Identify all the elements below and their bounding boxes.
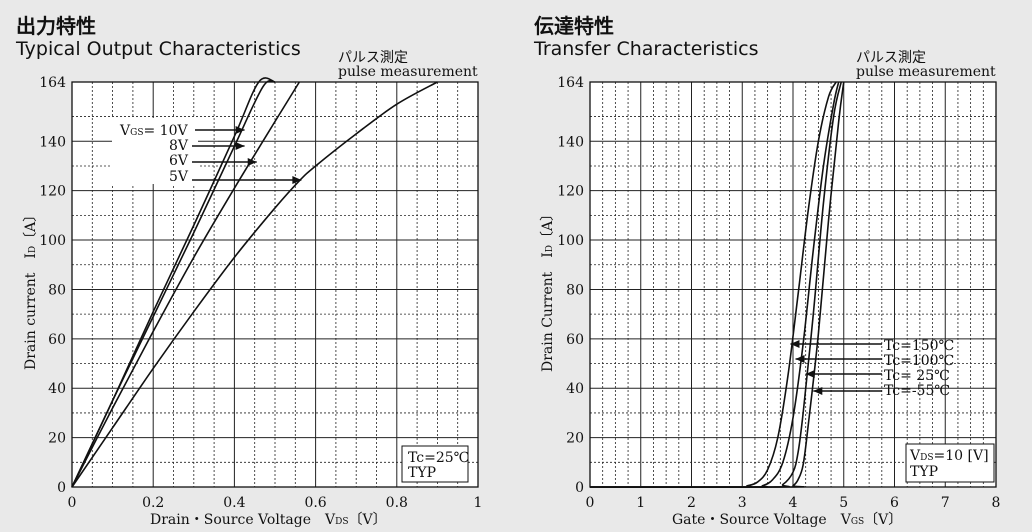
left-curve-1 (71, 79, 276, 488)
left-legend-arrows (192, 126, 302, 184)
left-y-tick-label: 140 (39, 134, 66, 150)
right-legend-label-0: Tc=150℃ (884, 338, 954, 354)
left-arrow-0-head (235, 126, 245, 134)
left-y-tick-label: 60 (48, 332, 66, 348)
right-info-line1: VDS=10 [V] (909, 448, 989, 464)
right-title-en: Transfer Characteristics (534, 38, 759, 60)
right-y-tick-label: 80 (566, 282, 584, 298)
right-x-tick-label: 2 (687, 495, 696, 511)
right-y-tick-label: 120 (557, 184, 584, 200)
right-y-tick-label: 60 (566, 332, 584, 348)
right-info-box (905, 443, 995, 483)
right-note-jp: パルス測定 (856, 50, 926, 66)
right-x-tick-label: 8 (992, 495, 1001, 511)
left-x-tick-label: 0.4 (223, 495, 245, 511)
right-y-tick-label: 20 (566, 431, 584, 447)
left-x-tick-label: 1 (474, 495, 483, 511)
right-x-tick-label: 0 (586, 495, 595, 511)
left-curve-3 (71, 81, 438, 488)
left-y-tick-label: 40 (48, 381, 66, 397)
left-note-jp: パルス測定 (338, 50, 408, 66)
right-y-tick-label: 40 (566, 381, 584, 397)
right-title-jp: 伝達特性 (534, 14, 614, 38)
left-y-tick-label: 164 (39, 75, 66, 91)
left-legend-bg (112, 118, 198, 184)
right-arrow-0-head (790, 340, 800, 348)
left-y-tick-label: 100 (39, 233, 66, 249)
right-info-line2: TYP (910, 464, 938, 480)
right-y-axis-label: Drain Current ID〔A〕 (540, 207, 556, 372)
right-x-tick-label: 7 (941, 495, 950, 511)
right-arrow-2-head (805, 370, 815, 378)
left-y-tick-label: 120 (39, 184, 66, 200)
right-curve-3 (589, 81, 845, 488)
left-title-jp: 出力特性 (16, 14, 96, 38)
right-x-tick-label: 1 (636, 495, 645, 511)
right-legend-label-1: Tc=100℃ (884, 353, 954, 369)
output-characteristics-chart: 0 0.2 0.4 0.6 0.8 1 0 20 40 60 80 100 120 140 164 パルス測… (23, 50, 482, 528)
left-x-axis-label: Drain・Source Voltage VDS〔V〕 (150, 512, 387, 528)
left-legend-label-2: 6V (169, 153, 189, 169)
left-y-tick-label: 20 (48, 431, 66, 447)
left-info-line2: TYP (408, 465, 436, 481)
left-arrow-1-head (235, 142, 245, 150)
right-grid (589, 81, 997, 488)
left-arrow-2-head (247, 158, 257, 166)
right-legend-arrows (790, 340, 882, 395)
right-arrow-1-head (795, 355, 805, 363)
left-x-tick-label: 0.8 (386, 495, 408, 511)
left-info-line1: Tc=25℃ (408, 450, 469, 466)
left-y-tick-label: 80 (48, 282, 66, 298)
left-y-tick-label: 0 (57, 480, 66, 496)
right-x-tick-label: 6 (890, 495, 899, 511)
left-x-tick-label: 0.2 (142, 495, 164, 511)
right-y-tick-label: 164 (557, 75, 584, 91)
right-legend-label-3: Tc=-55℃ (884, 383, 950, 399)
right-y-tick-label: 0 (575, 480, 584, 496)
right-arrow-3-head (813, 387, 823, 395)
left-curves (71, 77, 438, 488)
right-x-tick-label: 5 (839, 495, 848, 511)
left-x-tick-label: 0 (68, 495, 77, 511)
right-x-tick-label: 3 (738, 495, 747, 511)
output-characteristics-panel: 出力特性 Typical Output Characteristics 0 0.2… (16, 14, 483, 528)
right-x-axis-label: Gate・Source Voltage VGS〔V〕 (672, 512, 902, 528)
left-x-tick-label: 0.6 (304, 495, 326, 511)
left-title-en: Typical Output Characteristics (16, 38, 301, 60)
left-info-box (401, 445, 469, 483)
right-y-tick-label: 100 (557, 233, 584, 249)
right-legend-label-2: Tc= 25℃ (884, 368, 950, 384)
right-curves (589, 81, 845, 488)
right-y-tick-label: 140 (557, 134, 584, 150)
left-curve-2 (71, 81, 301, 488)
right-x-tick-label: 4 (789, 495, 798, 511)
left-note-en: pulse measurement (338, 64, 478, 80)
left-arrow-3-head (292, 176, 302, 184)
left-legend-label-0: VGS= 10V (119, 123, 188, 139)
left-tick-labels: 0 0.2 0.4 0.6 0.8 1 0 20 40 60 80 100 120 140 164 (39, 75, 482, 511)
right-note-en: pulse measurement (856, 64, 996, 80)
left-legend-label-1: 8V (169, 138, 189, 154)
left-y-axis-label: Drain current ID〔A〕 (23, 208, 39, 370)
left-legend-label-3: 5V (169, 169, 189, 185)
